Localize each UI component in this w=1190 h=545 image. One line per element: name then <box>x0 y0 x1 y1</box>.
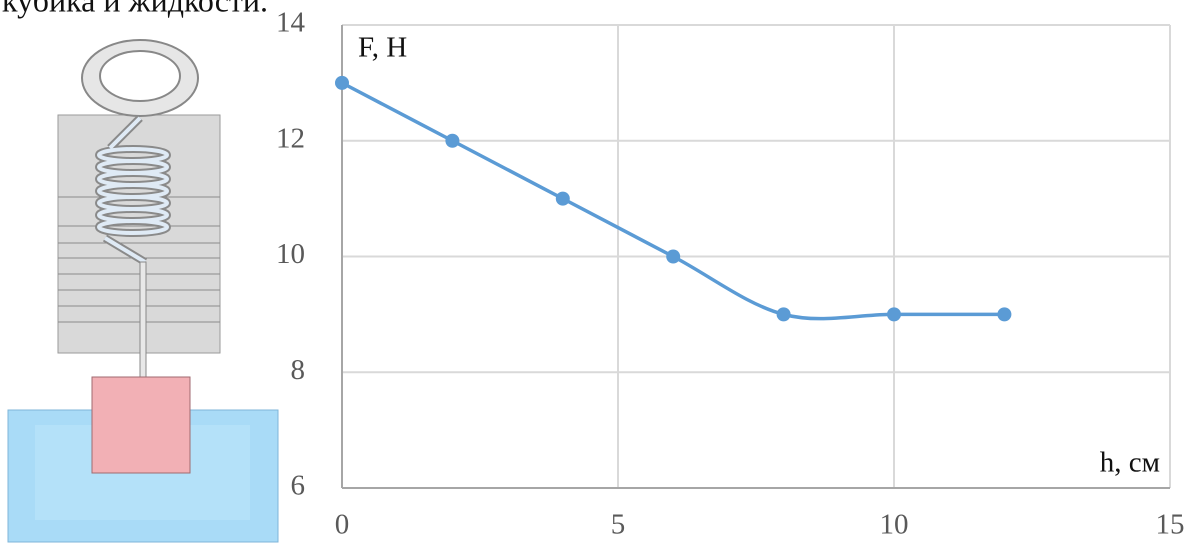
y-tick-label: 10 <box>276 238 305 270</box>
x-tick-label: 0 <box>335 509 350 541</box>
rod <box>140 262 146 378</box>
y-axis-label: F, Н <box>358 32 407 64</box>
x-axis-label: h, см <box>1100 447 1160 479</box>
point <box>556 192 570 206</box>
point <box>445 134 459 148</box>
line <box>342 83 1004 319</box>
caption: кубика и жидкости. <box>2 0 268 18</box>
cube <box>92 377 190 473</box>
y-tick-label: 8 <box>291 354 306 386</box>
illustration <box>8 40 278 542</box>
x-tick-label: 5 <box>611 509 626 541</box>
plot: 6 8 10 12 14 0 5 10 15 <box>276 7 1185 541</box>
x-tick-label: 10 <box>880 509 909 541</box>
y-tick-label: 12 <box>276 122 305 154</box>
y-tick-label: 14 <box>276 7 306 39</box>
point <box>997 307 1011 321</box>
point <box>335 76 349 90</box>
page: кубика и жидкости. <box>0 0 1190 545</box>
point <box>777 307 791 321</box>
y-tick-label: 6 <box>291 470 306 502</box>
point <box>887 307 901 321</box>
x-tick-label: 15 <box>1156 509 1185 541</box>
ring-hole <box>100 51 180 101</box>
point <box>666 250 680 264</box>
